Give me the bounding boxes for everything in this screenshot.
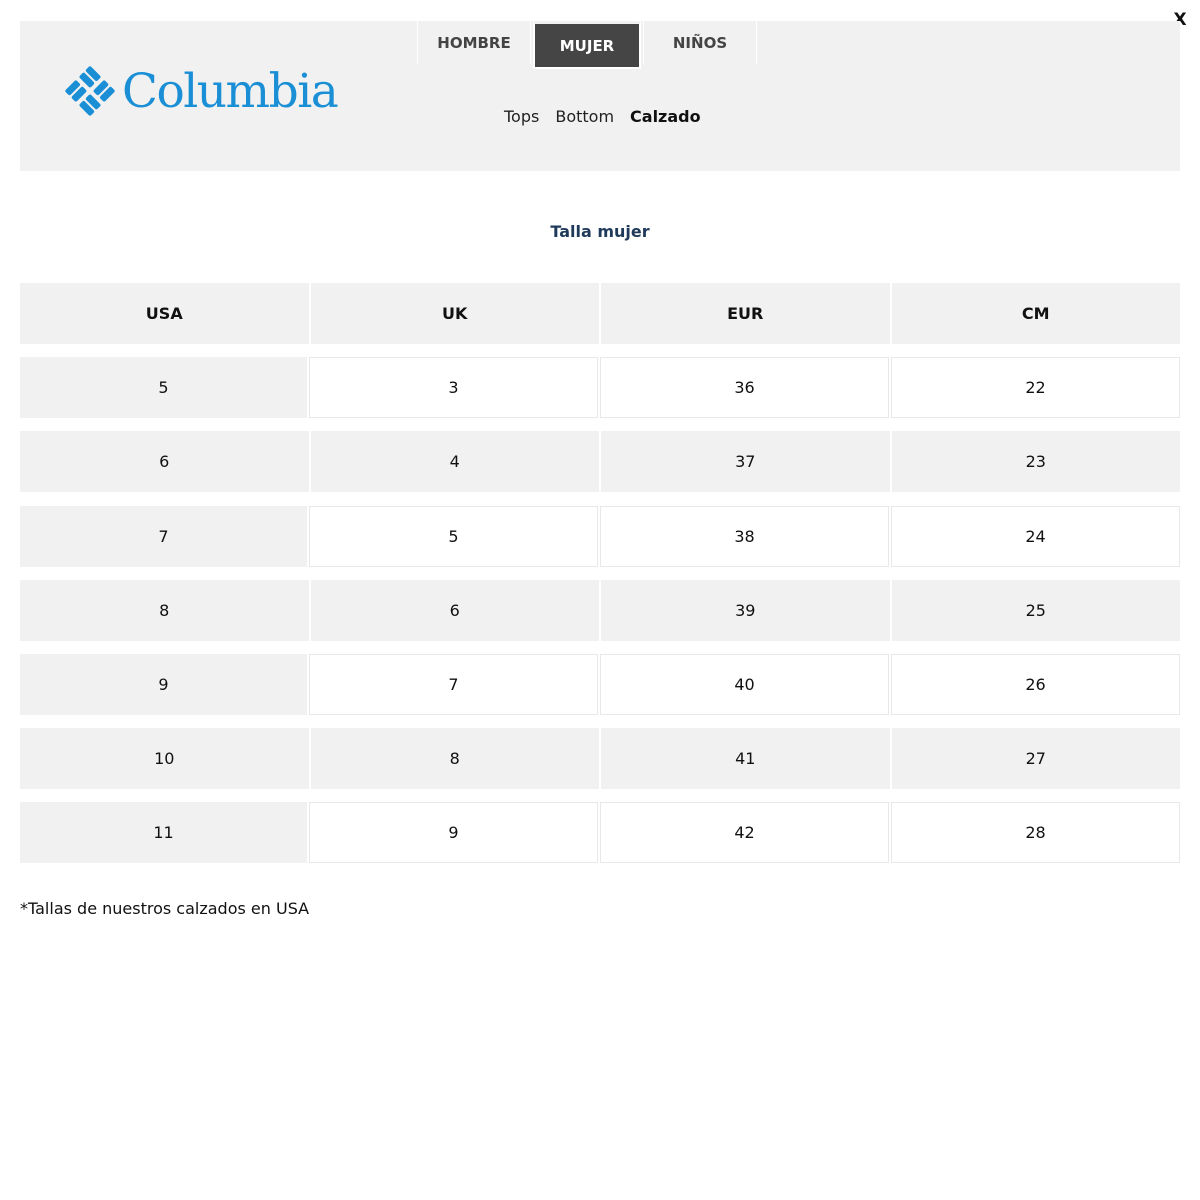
table-cell-uk: 7: [309, 654, 598, 715]
table-cell-usa: 11: [20, 802, 307, 863]
header-eur: EUR: [601, 283, 890, 344]
table-cell-eur: 41: [601, 728, 890, 789]
table-cell-cm: 28: [891, 802, 1180, 863]
table-cell-eur: 36: [600, 357, 889, 418]
table-cell-usa: 9: [20, 654, 307, 715]
subnav-calzado[interactable]: Calzado: [630, 107, 701, 126]
table-cell-eur: 42: [600, 802, 889, 863]
table-row: 8 6 39 25: [20, 580, 1180, 641]
table-row: 7 5 38 24: [20, 506, 1180, 567]
table-row: 6 4 37 23: [20, 431, 1180, 492]
columbia-diamond-icon: [65, 66, 115, 116]
table-cell-cm: 26: [891, 654, 1180, 715]
table-cell-cm: 22: [891, 357, 1180, 418]
table-row: 5 3 36 22: [20, 357, 1180, 418]
table-cell-cm: 23: [891, 431, 1180, 492]
columbia-logo: Columbia: [64, 63, 339, 119]
table-row: 11 9 42 28: [20, 802, 1180, 863]
table-cell-eur: 37: [601, 431, 890, 492]
table-cell-cm: 27: [891, 728, 1180, 789]
table-cell-usa: 10: [20, 728, 309, 789]
gender-tabs: HOMBRE MUJER NIÑOS: [417, 21, 759, 69]
table-cell-usa: 8: [20, 580, 309, 641]
table-cell-usa: 7: [20, 506, 307, 567]
brand-name: Columbia: [122, 63, 339, 119]
table-cell-uk: 9: [309, 802, 598, 863]
header-uk: UK: [310, 283, 599, 344]
tab-mujer[interactable]: MUJER: [533, 21, 641, 69]
header-usa: USA: [20, 283, 309, 344]
table-cell-uk: 3: [309, 357, 598, 418]
table-row: 9 7 40 26: [20, 654, 1180, 715]
table-cell-cm: 25: [891, 580, 1180, 641]
table-cell-usa: 5: [20, 357, 307, 418]
table-cell-uk: 8: [310, 728, 599, 789]
subnav-bottom[interactable]: Bottom: [555, 107, 615, 126]
page-title: Talla mujer: [550, 222, 650, 241]
footnote: *Tallas de nuestros calzados en USA: [20, 899, 310, 918]
subnav-tops[interactable]: Tops: [504, 107, 540, 126]
table-cell-uk: 5: [309, 506, 598, 567]
table-cell-cm: 24: [891, 506, 1180, 567]
table-cell-uk: 4: [310, 431, 599, 492]
tab-ninos[interactable]: NIÑOS: [643, 21, 757, 64]
header: Columbia HOMBRE MUJER NIÑOS Tops Bottom …: [20, 21, 1180, 171]
table-row: 10 8 41 27: [20, 728, 1180, 789]
tab-hombre[interactable]: HOMBRE: [417, 21, 531, 64]
category-nav: Tops Bottom Calzado: [504, 107, 701, 126]
header-cm: CM: [891, 283, 1180, 344]
table-cell-uk: 6: [310, 580, 599, 641]
table-header-row: USA UK EUR CM: [20, 283, 1180, 344]
table-cell-eur: 39: [601, 580, 890, 641]
table-cell-usa: 6: [20, 431, 309, 492]
table-cell-eur: 40: [600, 654, 889, 715]
table-cell-eur: 38: [600, 506, 889, 567]
